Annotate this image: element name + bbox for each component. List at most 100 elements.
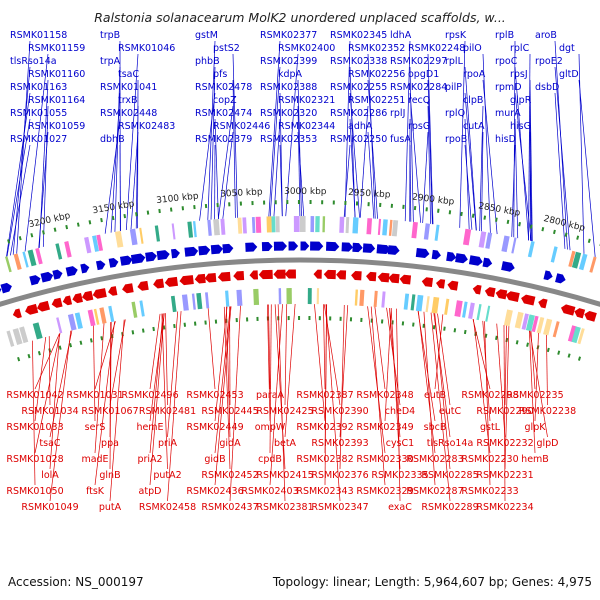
bottom-gene-label: RSMK01034 bbox=[21, 406, 78, 417]
top-gene-label: RSMK02399 bbox=[260, 56, 317, 67]
top-leader-line bbox=[578, 79, 596, 257]
inner-scale-tick bbox=[495, 335, 498, 341]
ruler-label: 2900 kbp bbox=[412, 193, 456, 208]
outer-scale-tick bbox=[413, 205, 417, 211]
inner-category-box bbox=[19, 326, 29, 344]
forward-gene-arrow bbox=[108, 258, 119, 268]
bottom-leader-line bbox=[325, 304, 341, 502]
top-gene-label: tsaC bbox=[118, 69, 139, 80]
forward-gene-arrow bbox=[431, 249, 441, 260]
outer-category-box bbox=[92, 235, 99, 252]
top-leader-line bbox=[513, 40, 516, 238]
reverse-gene-arrow bbox=[12, 308, 22, 319]
top-leader-line bbox=[279, 92, 283, 217]
inner-category-box bbox=[410, 294, 416, 311]
outer-scale-tick bbox=[460, 211, 463, 217]
bottom-gene-label: RSMK02343 bbox=[296, 486, 353, 497]
top-gene-label: rpoA bbox=[463, 69, 486, 80]
inner-scale-tick bbox=[339, 316, 342, 321]
top-gene-label: fusA bbox=[390, 134, 411, 145]
bottom-gene-label: hemB bbox=[521, 454, 549, 465]
bottom-gene-label: RSMK02230 bbox=[461, 454, 518, 465]
forward-gene-arrow bbox=[468, 255, 483, 266]
bottom-gene-label: RSMK02285 bbox=[421, 470, 478, 481]
top-gene-label: aroB bbox=[535, 30, 557, 41]
bottom-gene-label: priA2 bbox=[137, 454, 162, 465]
bottom-gene-label: lolA bbox=[41, 470, 59, 481]
inner-category-box bbox=[381, 291, 386, 308]
bottom-gene-label: RSMK01050 bbox=[6, 486, 63, 497]
outer-scale-tick bbox=[228, 202, 231, 207]
outer-category-box bbox=[266, 216, 272, 233]
top-leader-line bbox=[217, 105, 234, 220]
top-gene-label: RSMK02248 bbox=[408, 43, 465, 54]
inner-scale-tick bbox=[308, 316, 311, 321]
top-gene-label: pfs bbox=[213, 69, 227, 80]
bottom-leader-line bbox=[546, 334, 548, 406]
top-gene-label: tlsRso14a bbox=[10, 56, 57, 67]
top-leader-line bbox=[459, 40, 466, 228]
outer-scale-tick bbox=[437, 208, 440, 213]
ruler-label: 3200 kbp bbox=[28, 211, 72, 230]
forward-gene-arrow bbox=[40, 271, 54, 283]
bottom-gene-label: RSMK02298 bbox=[461, 390, 518, 401]
reverse-gene-arrow bbox=[137, 280, 149, 291]
top-leader-line bbox=[529, 131, 532, 242]
outer-category-box bbox=[154, 225, 161, 242]
bottom-gene-label: RSMK02449 bbox=[186, 422, 243, 433]
bottom-gene-label: RSMK02453 bbox=[186, 390, 243, 401]
outer-scale-tick bbox=[100, 217, 103, 223]
top-leader-line bbox=[479, 105, 484, 232]
inner-scale-tick bbox=[453, 328, 457, 333]
top-leader-line bbox=[404, 40, 411, 222]
bottom-leader-line bbox=[504, 326, 510, 470]
bottom-leader-line bbox=[277, 304, 286, 502]
outer-scale-tick bbox=[216, 203, 219, 208]
top-gene-label: RSMK02379 bbox=[195, 134, 252, 145]
top-leader-line bbox=[427, 105, 431, 224]
bottom-gene-label: RSMK02231 bbox=[476, 470, 533, 481]
outer-category-box bbox=[578, 253, 588, 271]
inner-scale-tick bbox=[287, 316, 290, 321]
outer-category-box bbox=[35, 247, 43, 265]
inner-scale-tick bbox=[380, 319, 384, 324]
inner-category-box bbox=[552, 321, 560, 338]
forward-gene-arrow bbox=[300, 241, 310, 251]
outer-scale-tick bbox=[379, 202, 382, 208]
top-gene-label: kdpA bbox=[278, 69, 303, 80]
top-gene-label: RSMK02353 bbox=[260, 134, 317, 145]
top-leader-line bbox=[349, 118, 356, 218]
forward-gene-arrow bbox=[52, 269, 63, 280]
reverse-gene-arrow bbox=[388, 273, 400, 284]
top-gene-label: RSMK02483 bbox=[118, 121, 175, 132]
bottom-leader-line bbox=[32, 340, 36, 486]
bottom-gene-label: RSMK02349 bbox=[356, 422, 413, 433]
outer-scale-tick bbox=[88, 220, 92, 225]
top-gene-label: RSMK01164 bbox=[28, 95, 85, 106]
outer-category-box bbox=[237, 217, 243, 234]
reverse-gene-arrow bbox=[284, 269, 296, 279]
outer-scale-tick bbox=[367, 202, 370, 207]
bottom-gene-label: RSMK02387 bbox=[296, 390, 353, 401]
bottom-leader-line bbox=[214, 306, 232, 486]
outer-scale-tick bbox=[169, 207, 173, 212]
reverse-gene-arrow bbox=[179, 275, 194, 286]
top-leader-line bbox=[104, 118, 121, 234]
top-leader-line bbox=[514, 92, 532, 241]
top-leader-line bbox=[24, 53, 49, 252]
outer-category-box bbox=[213, 219, 220, 236]
top-gene-label: RSMK02344 bbox=[278, 121, 335, 132]
inner-scale-tick bbox=[214, 319, 218, 324]
top-leader-line bbox=[6, 92, 31, 257]
inner-category-box bbox=[415, 294, 424, 312]
outer-category-box bbox=[275, 216, 280, 233]
top-gene-label: RSMK01059 bbox=[28, 121, 85, 132]
top-leader-line bbox=[125, 53, 139, 231]
outer-category-box bbox=[271, 216, 276, 233]
outer-category-box bbox=[55, 243, 63, 260]
inner-category-box bbox=[468, 302, 475, 319]
inner-scale-tick bbox=[173, 323, 176, 329]
inner-scale-tick bbox=[577, 356, 582, 361]
outer-category-box bbox=[171, 223, 176, 240]
